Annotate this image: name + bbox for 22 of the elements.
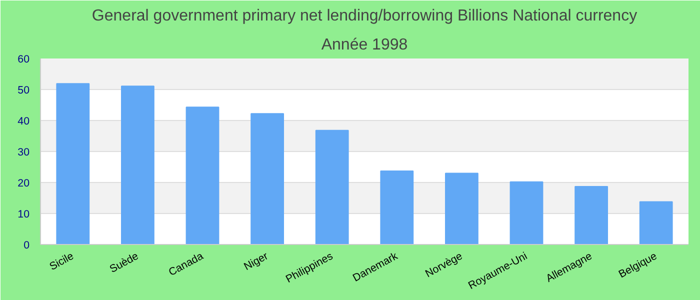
bar [445,172,478,244]
bar [315,130,349,244]
bar [639,201,673,244]
chart-subtitle: Année 1998 [321,36,408,54]
bar [574,186,608,244]
y-tick-label: 60 [18,54,30,66]
bar [380,170,414,244]
y-tick-label: 20 [18,178,30,190]
x-tick-label: Suède [108,250,141,276]
bar [186,106,220,244]
bar [510,181,544,244]
chart-title: General government primary net lending/borrowing Billions National currency [92,8,638,24]
bar [250,113,284,244]
y-tick-label: 50 [18,84,30,96]
x-tick-label: Sicile [48,250,76,273]
x-tick-label: Niger [242,250,271,273]
y-tick-label: 10 [18,208,30,220]
bar [56,83,90,244]
y-tick-label: 30 [18,146,30,158]
y-tick-label: 0 [24,240,30,252]
bar [121,86,154,244]
y-tick-label: 40 [18,116,30,128]
